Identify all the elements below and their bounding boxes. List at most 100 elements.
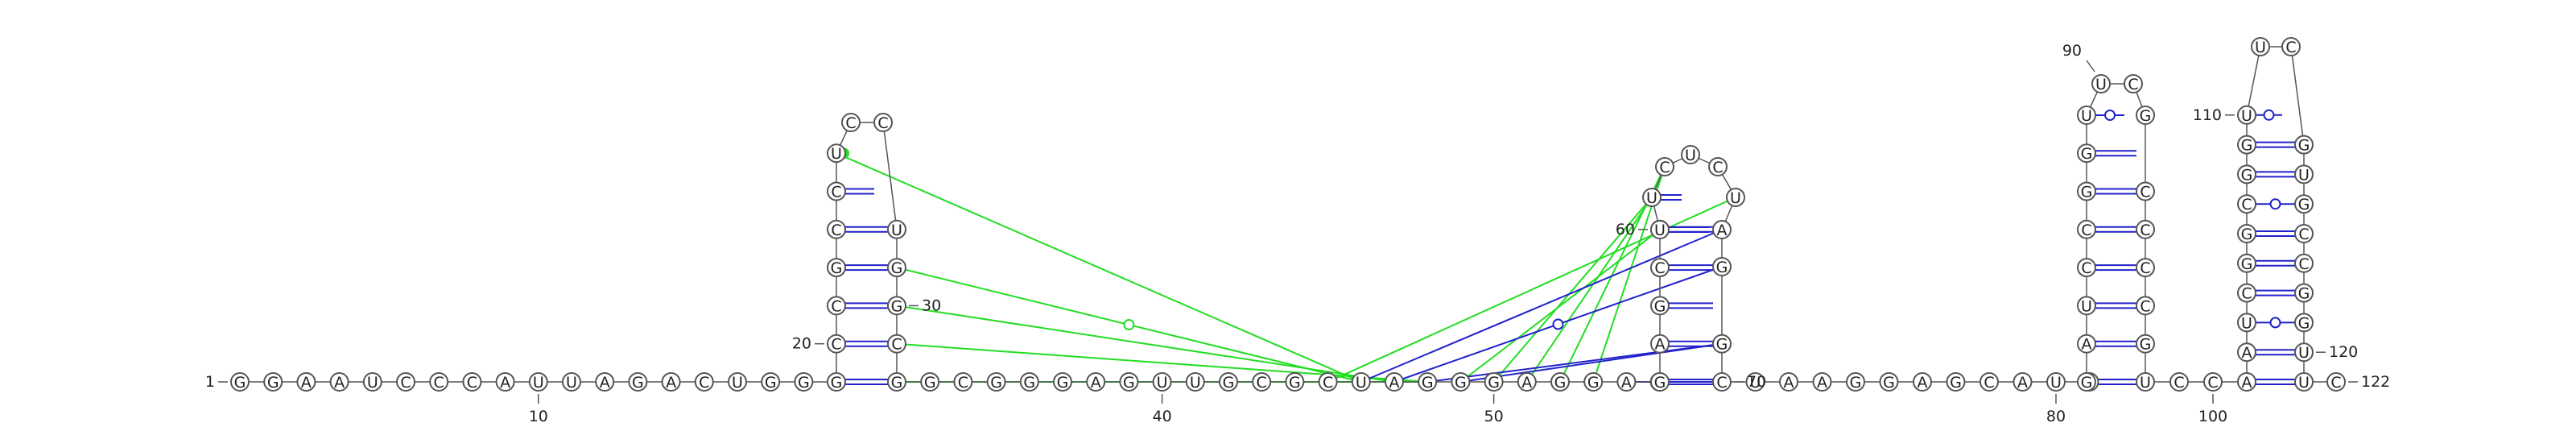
nucleotide-circle (462, 372, 482, 392)
nucleotide-circle (2136, 106, 2155, 125)
nucleotide-circle (887, 372, 906, 392)
nucleotide-24: C (827, 181, 846, 201)
nucleotide-letter: G (1455, 374, 1467, 392)
nucleotide-letter: U (1654, 222, 1666, 239)
nucleotide-115: G (2294, 194, 2314, 214)
nucleotide-circle (1550, 372, 1570, 392)
nucleotide-116: C (2294, 224, 2314, 243)
nucleotide-circle (887, 334, 906, 354)
nucleotide-circle (2077, 143, 2096, 164)
nucleotide-circle (1913, 372, 1932, 392)
nucleotide-circle (1119, 372, 1139, 392)
nucleotide-letter: U (2298, 344, 2310, 362)
nucleotide-23: C (827, 219, 846, 239)
nucleotide-letter: U (2140, 374, 2151, 392)
position-label-1: 1 (205, 373, 228, 391)
nucleotide-circle (2294, 313, 2314, 333)
nucleotide-letter: C (1323, 374, 1333, 392)
nucleotide-89: U (2077, 106, 2096, 125)
nucleotide-112: C (2281, 37, 2301, 56)
nucleotide-letter: U (1750, 374, 1761, 392)
nucleotide-letter: G (891, 374, 903, 392)
label-text: 110 (2193, 106, 2222, 124)
nucleotide-80: U (2046, 372, 2066, 392)
nucleotide-circle (1451, 372, 1471, 392)
nucleotide-circle (1152, 372, 1172, 392)
nucleotide-letter: G (1883, 374, 1895, 392)
nucleotide-69: G (1712, 334, 1732, 354)
nucleotide-17: G (761, 372, 781, 392)
nucleotide-59: C (1650, 258, 1670, 278)
nucleotide-circle (2294, 164, 2314, 184)
nucleotide-circle (2136, 334, 2155, 354)
nucleotide-letter: A (1784, 374, 1794, 392)
nucleotide-letter: G (2298, 137, 2310, 155)
nucleotide-104: C (2237, 283, 2256, 303)
nucleotide-letter: U (2095, 76, 2107, 93)
nucleotide-letter: G (765, 374, 777, 392)
nucleotide-letter: G (2298, 285, 2310, 303)
nucleotide-64: U (1681, 145, 1700, 164)
nucleotide-68: G (1712, 257, 1732, 276)
nucleotide-circle (761, 372, 781, 392)
nucleotide-73: A (1812, 372, 1832, 392)
nucleotide-letter: C (2285, 39, 2296, 56)
nucleotide-circle (2294, 253, 2314, 273)
nucleotide-letter: C (2128, 76, 2138, 93)
nucleotide-letter: G (1654, 374, 1666, 392)
nucleotide-letter: G (924, 374, 936, 392)
nucleotide-letter: U (566, 374, 577, 392)
nucleotide-letter: G (1587, 374, 1600, 392)
nucleotide-letter: C (2241, 196, 2252, 214)
nucleotide-circle (1650, 372, 1670, 392)
nucleotide-circle (1351, 372, 1371, 392)
blue-interaction-marker (1552, 318, 1564, 330)
nucleotide-circle (827, 219, 846, 239)
nucleotide-letter: C (400, 374, 411, 392)
nucleotide-92: G (2136, 106, 2155, 125)
nucleotide-circle (2294, 194, 2314, 214)
nucleotide-letter: U (2255, 39, 2266, 56)
nucleotide-circle (827, 334, 846, 354)
nucleotide-letter: U (2081, 107, 2092, 125)
backbone-27-28 (882, 122, 898, 230)
nucleotide-114: U (2294, 164, 2314, 184)
nucleotide-1: G (230, 372, 250, 392)
position-label-120: 120 (2316, 343, 2358, 361)
nucleotide-letter: G (234, 374, 246, 392)
nucleotide-circle (329, 372, 349, 392)
nucleotide-letter: G (1289, 374, 1301, 392)
nucleotide-circle (887, 258, 906, 278)
nucleotide-circle (2077, 181, 2096, 201)
nucleotide-letter: A (1817, 374, 1827, 392)
label-text: 40 (1153, 408, 1172, 425)
nucleotide-circle (1650, 258, 1670, 278)
nucleotide-100: C (2203, 372, 2223, 392)
nucleotide-letter: C (1712, 159, 1723, 176)
nucleotide-101: A (2237, 372, 2256, 392)
position-label-30: 30 (909, 296, 941, 314)
nucleotide-letter: G (1554, 374, 1567, 392)
nucleotide-76: A (1913, 372, 1932, 392)
nucleotide-25: U (827, 143, 846, 164)
green-interaction-45-66 (1327, 197, 1736, 383)
nucleotide-letter: C (891, 336, 902, 354)
nucleotide-circle (495, 372, 515, 392)
nucleotide-letter: A (334, 374, 345, 392)
nucleotide-letter: A (2242, 344, 2252, 362)
nucleotide-letter: U (533, 374, 544, 392)
nucleotide-letter: U (1730, 189, 1741, 207)
nucleotide-84: U (2077, 296, 2096, 316)
nucleotide-letter: U (1356, 374, 1367, 392)
nucleotide-letter: A (1521, 374, 1532, 392)
nucleotide-circle (2203, 372, 2223, 392)
nucleotide-circle (429, 372, 449, 392)
nucleotide-13: G (628, 372, 648, 392)
nucleotide-letter: G (1654, 297, 1666, 315)
nucleotide-26: C (841, 113, 861, 132)
nucleotide-113: G (2294, 135, 2314, 155)
nucleotide-circle (2077, 219, 2096, 239)
nucleotide-letter: G (2241, 255, 2253, 273)
nucleotide-108: G (2237, 164, 2256, 184)
